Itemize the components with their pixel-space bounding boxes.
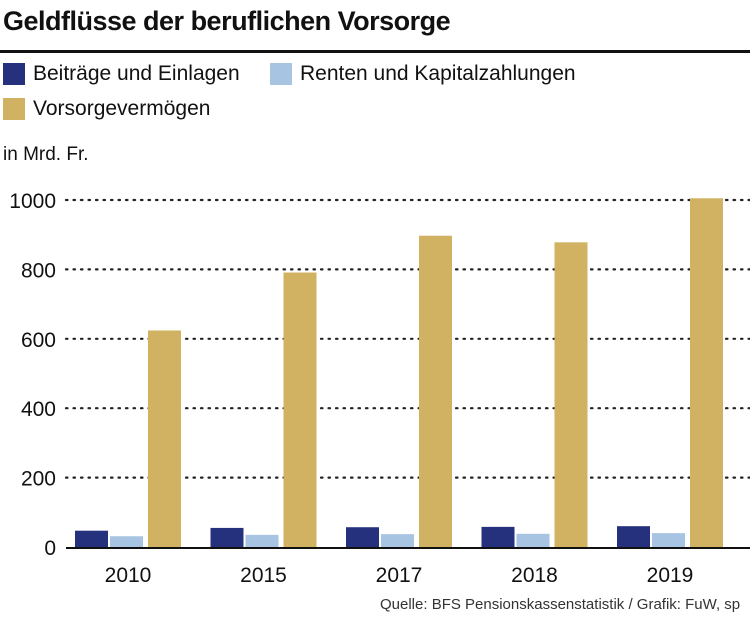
y-tick-label-800: 800 [21, 259, 56, 282]
bar-2010-renten [110, 536, 143, 547]
legend-item-renten: Renten und Kapitalzahlungen [270, 62, 576, 86]
legend-item-beitraege: Beiträge und Einlagen [3, 62, 240, 86]
x-tick-label-2018: 2018 [511, 564, 558, 587]
bar-2018-vorsorgevermögen [554, 242, 588, 548]
y-axis-unit-label: in Mrd. Fr. [3, 144, 89, 165]
legend-swatch-vermoegen [3, 98, 25, 120]
legend-swatch-renten [270, 63, 292, 85]
x-tick-label-2010: 2010 [105, 564, 152, 587]
y-tick-label-400: 400 [21, 398, 56, 421]
y-tick-label-0: 0 [44, 537, 56, 560]
bar-2019-beiträge [617, 526, 650, 547]
legend-swatch-beitraege [3, 63, 25, 85]
legend-label-vermoegen: Vorsorgevermögen [33, 97, 211, 120]
legend-label-renten: Renten und Kapitalzahlungen [300, 62, 576, 85]
legend-item-vermoegen: Vorsorgevermögen [3, 97, 210, 121]
y-tick-label-600: 600 [21, 329, 56, 352]
y-tick-label-1000: 1000 [9, 190, 56, 213]
bar-2019-vorsorgevermögen [690, 198, 723, 547]
bar-2017-vorsorgevermögen [419, 235, 452, 547]
source-note: Quelle: BFS Pensionskassenstatistik / Gr… [380, 596, 741, 613]
bar-2019-renten [652, 533, 685, 547]
title-divider [0, 50, 750, 53]
x-tick-label-2017: 2017 [376, 564, 423, 587]
bar-2018-beiträge [481, 526, 515, 547]
bar-2010-vorsorgevermögen [148, 330, 181, 547]
bar-2010-beiträge [75, 530, 108, 547]
bar-2015-vorsorgevermögen [283, 272, 317, 547]
y-tick-label-200: 200 [21, 468, 56, 491]
bar-2017-beiträge [346, 527, 379, 547]
x-tick-label-2019: 2019 [647, 564, 694, 587]
bar-2015-renten [245, 534, 279, 547]
chart-title: Geldflüsse der beruflichen Vorsorge [3, 6, 451, 36]
legend-label-beitraege: Beiträge und Einlagen [33, 62, 240, 85]
bar-2018-renten [516, 533, 550, 547]
bar-2017-renten [381, 534, 414, 547]
bar-2015-beiträge [210, 527, 244, 547]
x-tick-label-2015: 2015 [240, 564, 287, 587]
